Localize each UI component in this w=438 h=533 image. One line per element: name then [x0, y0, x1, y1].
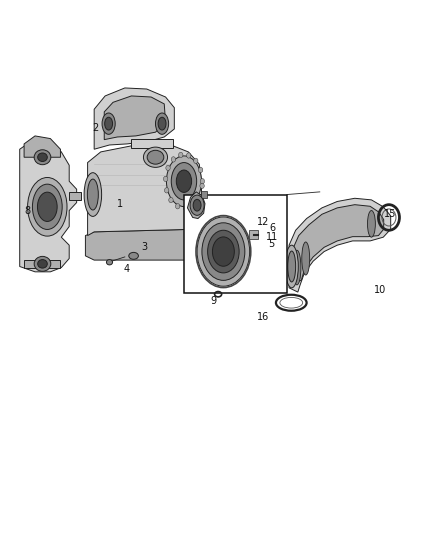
- Ellipse shape: [200, 183, 204, 189]
- Text: 11: 11: [266, 232, 279, 241]
- Ellipse shape: [198, 167, 203, 173]
- Ellipse shape: [293, 250, 301, 285]
- Text: 5: 5: [268, 239, 275, 249]
- Text: 8: 8: [24, 206, 30, 216]
- Polygon shape: [289, 198, 391, 292]
- Polygon shape: [20, 139, 77, 272]
- Ellipse shape: [187, 153, 191, 158]
- Text: 9: 9: [211, 296, 217, 306]
- Polygon shape: [293, 205, 384, 282]
- Ellipse shape: [197, 217, 250, 286]
- Ellipse shape: [38, 153, 47, 161]
- Ellipse shape: [171, 163, 197, 200]
- Ellipse shape: [288, 251, 296, 282]
- Ellipse shape: [129, 253, 138, 259]
- Text: 2: 2: [92, 123, 99, 133]
- Ellipse shape: [169, 197, 173, 203]
- Polygon shape: [24, 136, 60, 157]
- Text: 6: 6: [269, 223, 276, 233]
- Polygon shape: [24, 260, 60, 268]
- Polygon shape: [131, 139, 173, 148]
- Polygon shape: [85, 229, 204, 260]
- Ellipse shape: [155, 113, 169, 134]
- Polygon shape: [69, 192, 81, 200]
- Ellipse shape: [37, 192, 57, 222]
- Ellipse shape: [197, 194, 201, 199]
- Text: 15: 15: [384, 209, 396, 219]
- Ellipse shape: [28, 177, 67, 236]
- Ellipse shape: [176, 204, 180, 209]
- Ellipse shape: [200, 179, 205, 184]
- Polygon shape: [88, 145, 201, 236]
- Ellipse shape: [106, 260, 113, 265]
- Ellipse shape: [166, 156, 201, 206]
- Ellipse shape: [87, 179, 98, 210]
- Ellipse shape: [166, 165, 170, 171]
- Ellipse shape: [158, 117, 166, 130]
- Polygon shape: [94, 88, 174, 149]
- Ellipse shape: [212, 237, 234, 266]
- Ellipse shape: [38, 260, 47, 268]
- Ellipse shape: [32, 184, 62, 229]
- Ellipse shape: [171, 157, 176, 162]
- Ellipse shape: [84, 173, 102, 216]
- Ellipse shape: [102, 113, 115, 134]
- Ellipse shape: [34, 256, 51, 271]
- Ellipse shape: [176, 170, 191, 192]
- Ellipse shape: [34, 150, 51, 165]
- Text: 10: 10: [374, 285, 386, 295]
- Text: 1: 1: [117, 199, 124, 208]
- Ellipse shape: [208, 230, 239, 273]
- Ellipse shape: [191, 201, 195, 207]
- Ellipse shape: [193, 199, 201, 211]
- Ellipse shape: [179, 152, 183, 158]
- Polygon shape: [187, 192, 205, 219]
- Ellipse shape: [184, 205, 188, 211]
- Bar: [184, 195, 287, 293]
- Ellipse shape: [163, 176, 168, 182]
- Text: 4: 4: [124, 264, 130, 273]
- Ellipse shape: [302, 242, 310, 275]
- Ellipse shape: [190, 195, 204, 215]
- Polygon shape: [104, 96, 166, 140]
- Ellipse shape: [105, 117, 113, 130]
- Ellipse shape: [285, 245, 298, 288]
- Text: 3: 3: [141, 243, 148, 252]
- Polygon shape: [201, 191, 207, 198]
- Ellipse shape: [147, 150, 164, 164]
- Polygon shape: [249, 230, 258, 239]
- Ellipse shape: [367, 211, 375, 237]
- Ellipse shape: [194, 158, 198, 164]
- Ellipse shape: [143, 147, 167, 167]
- Ellipse shape: [202, 223, 245, 280]
- Text: 16: 16: [257, 312, 269, 322]
- Ellipse shape: [165, 188, 169, 193]
- Text: 12: 12: [257, 217, 269, 227]
